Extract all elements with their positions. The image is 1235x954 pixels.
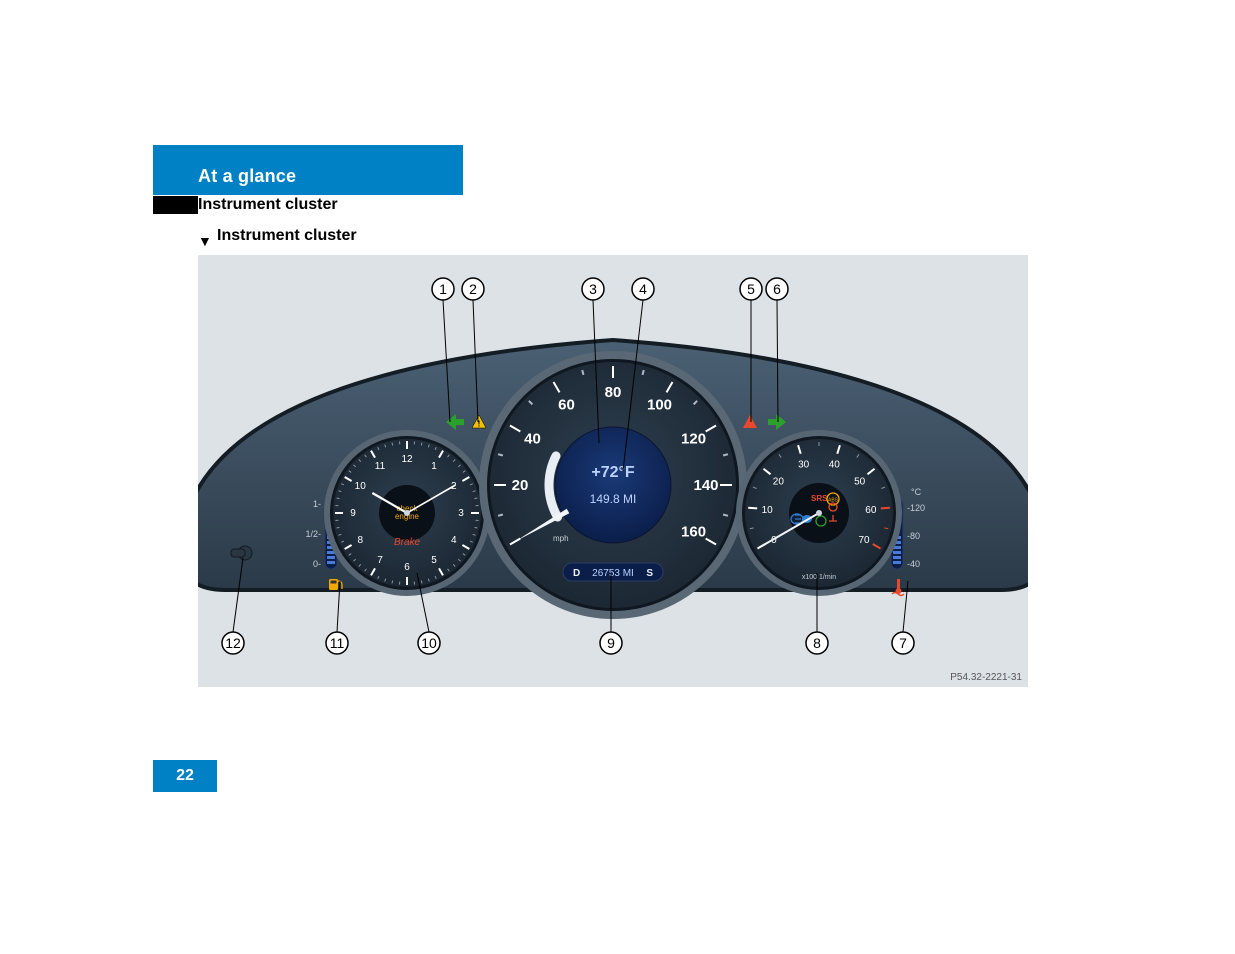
svg-text:5: 5 [431, 555, 437, 566]
svg-text:1/2-: 1/2- [305, 529, 321, 539]
svg-text:-120: -120 [907, 503, 925, 513]
triangle-marker: ▼ [198, 233, 212, 249]
header-title: At a glance [198, 166, 296, 187]
svg-text:4: 4 [451, 535, 457, 546]
svg-text:8: 8 [357, 535, 363, 546]
svg-text:3: 3 [589, 281, 597, 297]
svg-text:40: 40 [524, 431, 541, 448]
section-subhead: Instrument cluster [198, 196, 338, 214]
svg-text:149.8 MI: 149.8 MI [590, 492, 637, 506]
svg-text:°C: °C [911, 487, 922, 497]
svg-text:11: 11 [330, 635, 345, 651]
figure-panel: ! 1-1/2-0- °C-120-80-40 121234567891011c… [198, 255, 1028, 687]
svg-text:S: S [646, 568, 653, 579]
svg-text:D: D [573, 568, 580, 579]
svg-text:3: 3 [458, 508, 464, 519]
svg-text:7: 7 [377, 555, 383, 566]
svg-text:60: 60 [865, 505, 877, 516]
svg-text:6: 6 [773, 281, 781, 297]
svg-text:Brake: Brake [394, 537, 421, 548]
svg-text:100: 100 [647, 396, 672, 413]
svg-text:50: 50 [854, 477, 866, 488]
svg-text:2: 2 [469, 281, 477, 297]
tachometer: 010203040506070SRSABSx100 1/min [739, 433, 899, 593]
speedometer: 20 40 60 80 100 120 140 160 +72°F 149.8 MI mph D 267… [483, 355, 743, 615]
svg-text:40: 40 [829, 459, 841, 470]
svg-text:0-: 0- [313, 559, 321, 569]
svg-text:9: 9 [350, 508, 356, 519]
section-subhead-2: Instrument cluster [217, 227, 357, 245]
page: At a glance Instrument cluster ▼ Instrum… [0, 0, 1235, 954]
svg-text:-40: -40 [907, 559, 920, 569]
page-number: 22 [153, 760, 217, 792]
svg-text:7: 7 [899, 635, 907, 651]
svg-text:70: 70 [858, 535, 870, 546]
svg-text:4: 4 [639, 281, 647, 297]
svg-text:+72°F: +72°F [591, 464, 635, 481]
svg-text:8: 8 [813, 635, 821, 651]
svg-text:10: 10 [355, 481, 367, 492]
svg-text:1: 1 [439, 281, 447, 297]
svg-text:1-: 1- [313, 499, 321, 509]
instrument-cluster-svg: ! 1-1/2-0- °C-120-80-40 121234567891011c… [198, 255, 1028, 687]
svg-text:30: 30 [798, 459, 810, 470]
svg-text:120: 120 [681, 431, 706, 448]
svg-text:12: 12 [401, 454, 413, 465]
svg-text:60: 60 [558, 396, 575, 413]
svg-text:-80: -80 [907, 531, 920, 541]
svg-text:mph: mph [553, 534, 569, 543]
svg-text:140: 140 [693, 477, 718, 494]
svg-text:10: 10 [421, 635, 437, 651]
svg-text:12: 12 [225, 635, 241, 651]
svg-text:x100 1/min: x100 1/min [802, 574, 836, 581]
svg-text:80: 80 [605, 384, 622, 401]
svg-text:9: 9 [607, 635, 615, 651]
section-marker [153, 196, 198, 214]
svg-text:26753 MI: 26753 MI [592, 568, 634, 579]
svg-text:160: 160 [681, 524, 706, 541]
svg-text:20: 20 [773, 477, 785, 488]
svg-text:6: 6 [404, 562, 410, 573]
svg-text:20: 20 [512, 477, 529, 494]
svg-text:5: 5 [747, 281, 755, 297]
svg-text:10: 10 [762, 505, 774, 516]
clock-gauge: 121234567891011checkengineBrake [327, 433, 487, 593]
svg-text:1: 1 [431, 461, 437, 472]
figure-caption: P54.32-2221-31 [950, 672, 1022, 683]
svg-text:11: 11 [375, 461, 386, 472]
svg-text:SRS: SRS [811, 494, 828, 503]
